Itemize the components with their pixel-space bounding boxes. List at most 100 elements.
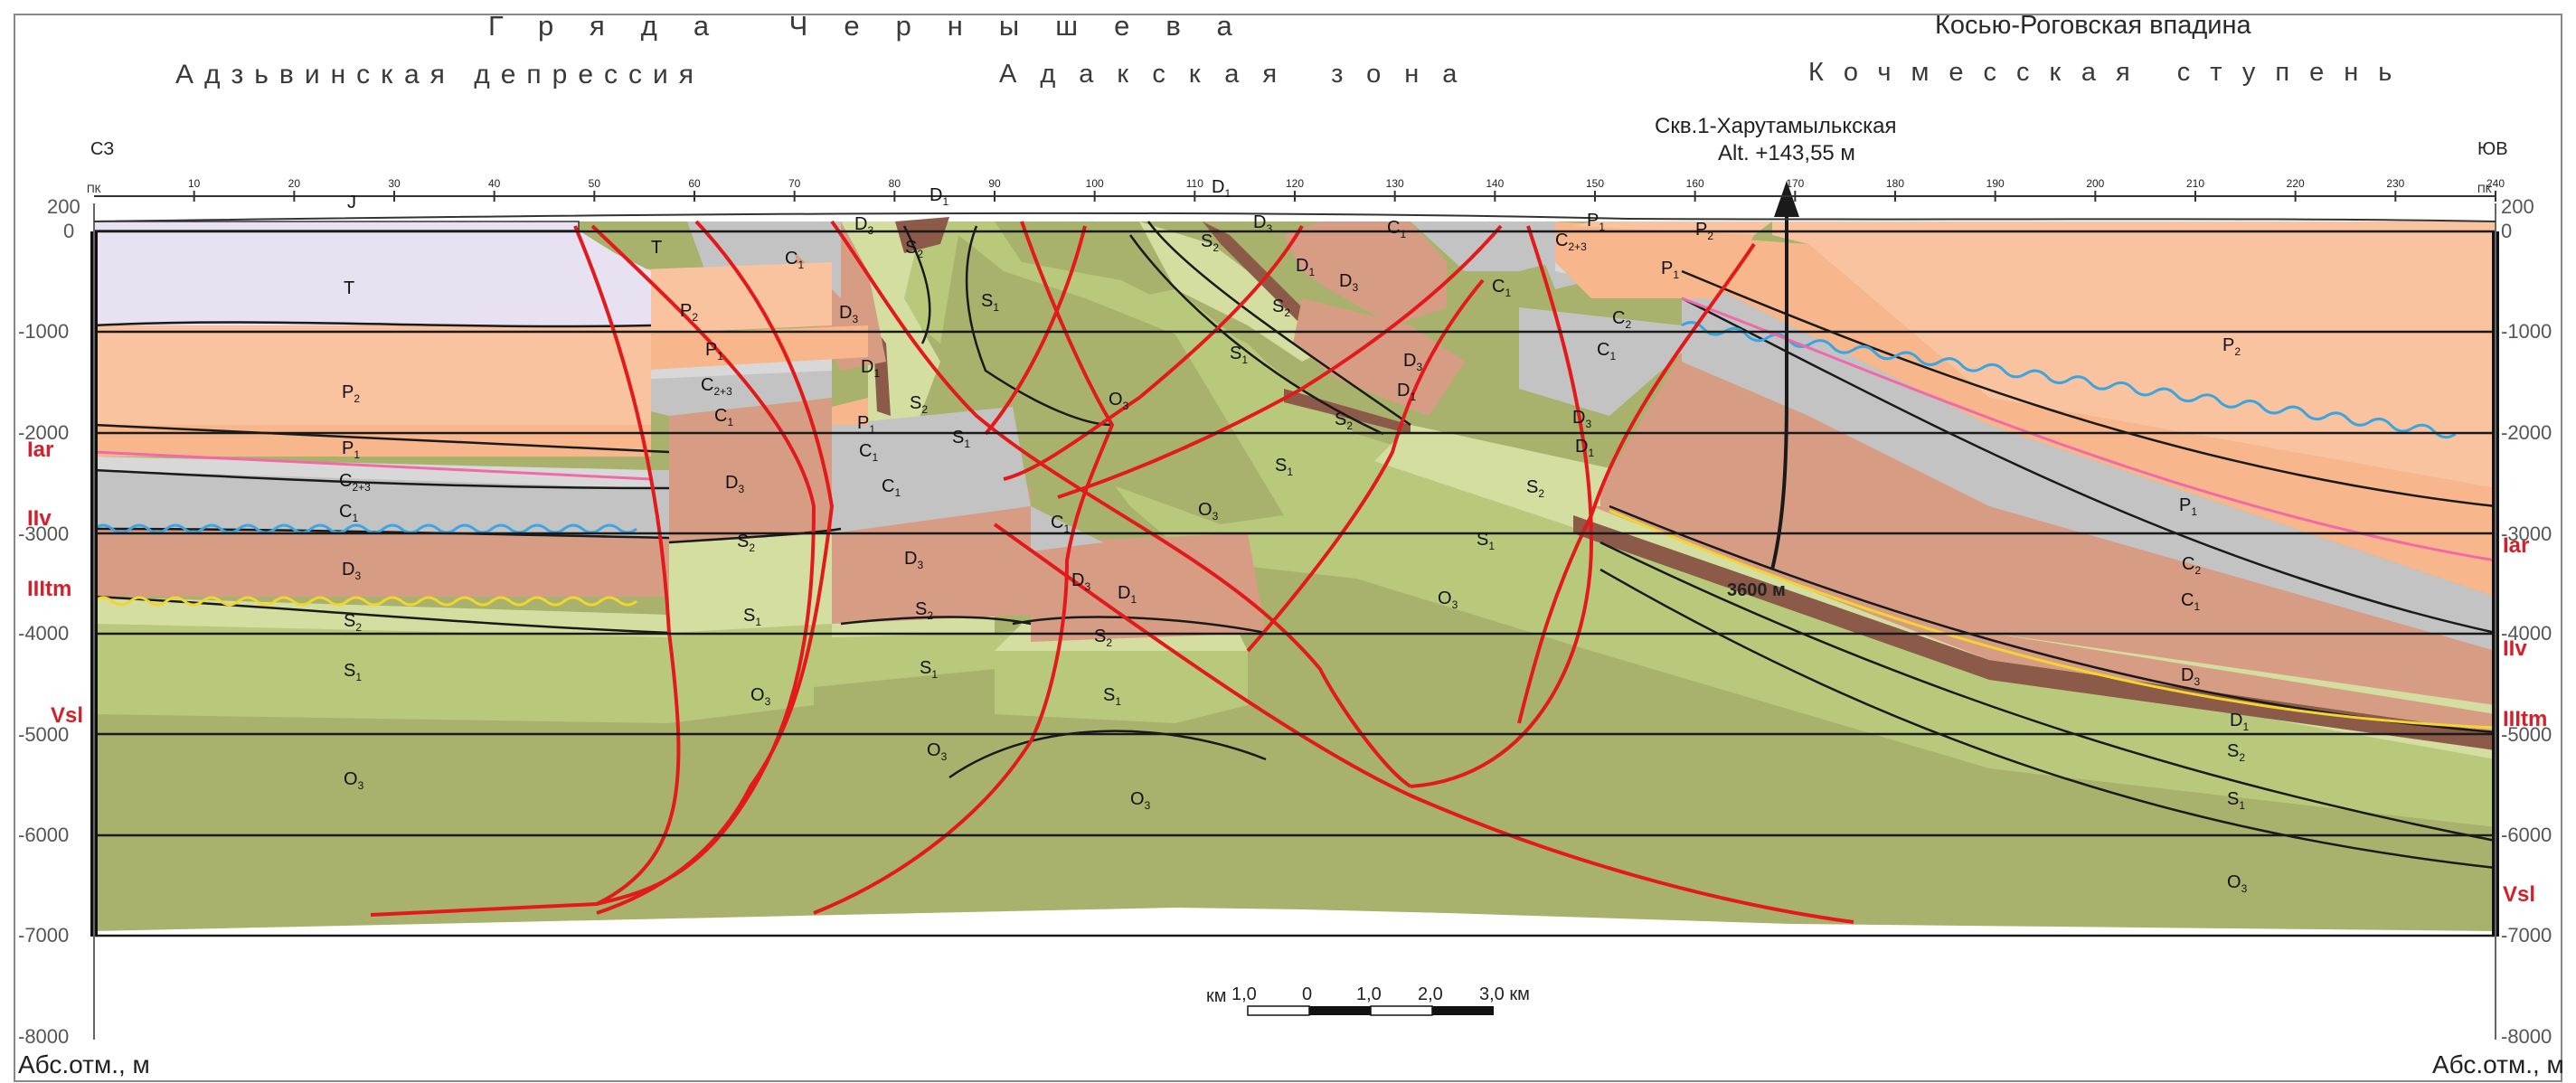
footer-unit-left: Абс.отм., м — [18, 1050, 150, 1078]
pk-tick-label: 180 — [1886, 177, 1904, 190]
depth-right-4000: -4000 — [2501, 622, 2552, 645]
depth-left-2000: -2000 — [18, 421, 70, 444]
unit-label-subscript: 1 — [1115, 695, 1121, 708]
unit-label-subscript: 1 — [1488, 540, 1495, 552]
horizon-left-iar: Iar — [27, 438, 54, 462]
unit-label-subscript: 1 — [2191, 505, 2197, 518]
unit-label-subscript: 1 — [873, 367, 880, 380]
unit-label-subscript: 1 — [931, 668, 938, 681]
unit-label-subscript: 2 — [354, 392, 360, 405]
pk-tick-label: 190 — [1986, 177, 2005, 190]
unit-label-subscript: 1 — [894, 486, 901, 499]
scale-label-0: 1,0 — [1231, 984, 1257, 1004]
scale-label-2: 1,0 — [1356, 984, 1382, 1004]
unit-label-subscript: 1 — [1588, 447, 1594, 459]
pk-tick-label: 230 — [2386, 177, 2404, 190]
layer-T — [94, 231, 651, 325]
unit-label-subscript: 1 — [964, 438, 970, 450]
depth-right-1000: -1000 — [2501, 320, 2552, 343]
depth-left-0: 0 — [63, 220, 75, 242]
unit-label-subscript: 1 — [1287, 466, 1293, 478]
outer-frame — [14, 14, 2562, 1082]
unit-label-subscript: 3 — [852, 313, 858, 325]
unit-label-subscript: 2 — [921, 403, 928, 416]
direction-left: СЗ — [90, 139, 115, 159]
pk-axis-ticks: 10 20 30 40 50 60 70 80 90 100 110 120 130 140 150 160 1… — [188, 177, 2505, 202]
pk-tick-label: 110 — [1186, 177, 1203, 190]
unit-label-p1: P1 — [1587, 211, 1605, 233]
unit-label-subscript: 3 — [1266, 222, 1272, 235]
depth-right-3000: -3000 — [2501, 523, 2552, 545]
horizon-right-vsl: Vsl — [2503, 882, 2536, 907]
pk-tick-label: 240 — [2486, 177, 2505, 190]
unit-label-subscript: 2 — [1106, 636, 1112, 649]
unit-label-subscript: 1 — [1308, 266, 1315, 278]
unit-label-subscript: 3 — [1452, 598, 1458, 611]
unit-label-subscript: 3 — [765, 695, 771, 708]
unit-label-subscript: 1 — [1673, 268, 1679, 281]
depth-right-2000: -2000 — [2501, 421, 2552, 444]
unit-label-t: T — [651, 238, 662, 258]
pk-tick-label: 100 — [1086, 177, 1104, 190]
scale-label-3: 2,0 — [1418, 984, 1443, 1004]
pk-tick-label: 220 — [2287, 177, 2305, 190]
kochmes-title: Кочмесская ступень — [1808, 58, 2412, 87]
pk-tick-label: 60 — [688, 177, 701, 190]
unit-label-subscript: 3 — [354, 570, 361, 582]
scale-unit: км — [1206, 986, 1227, 1006]
unit-label-subscript: 3 — [1123, 400, 1129, 412]
direction-right: ЮВ — [2477, 139, 2508, 159]
depth-left-6000: -6000 — [18, 824, 70, 846]
unit-label-subscript: 1 — [352, 512, 358, 524]
horizon-left-vsl: Vsl — [51, 703, 84, 728]
pk-tick-label: 210 — [2186, 177, 2204, 190]
depth-axis-bars — [90, 203, 2499, 1040]
footer-unit-right: Абс.отм., м — [2432, 1050, 2564, 1078]
unit-label-subscript: 1 — [755, 616, 761, 628]
horizon-right-iiitm: IIItm — [2503, 707, 2548, 731]
layer-C — [94, 221, 2496, 651]
well-trajectory — [1770, 181, 1799, 570]
pk-tick-label: 90 — [988, 177, 1001, 190]
unit-label-subscript: 3 — [917, 559, 923, 571]
pk-label-right: ПК — [2477, 183, 2492, 195]
depth-left-8000: -8000 — [18, 1025, 70, 1048]
unit-label-subscript: 2+3 — [352, 481, 371, 494]
depth-grid — [94, 230, 2496, 937]
layer-P1 — [94, 221, 2496, 597]
unit-label-subscript: 2 — [1707, 230, 1713, 242]
unit-label-subscript: 1 — [1130, 593, 1137, 606]
layer-D3 — [94, 221, 2496, 732]
pk-tick-label: 200 — [2086, 177, 2104, 190]
unit-label-d3: D3 — [854, 214, 873, 237]
ridge-title: Гряда Чернышева — [488, 10, 1269, 42]
depth-left-3000: -3000 — [18, 523, 70, 545]
unit-label-subscript: 2 — [917, 248, 923, 260]
unit-label-subscript: 3 — [1084, 580, 1090, 593]
pk-tick-label: 70 — [788, 177, 801, 190]
unit-label-subscript: 2 — [1213, 241, 1219, 254]
unit-label-subscript: 2 — [2194, 564, 2201, 577]
unit-label-subscript: 1 — [2194, 600, 2200, 613]
unit-label-subscript: 2 — [1625, 318, 1631, 331]
layer-J — [93, 221, 580, 231]
layer-C23 — [94, 244, 1682, 488]
depth-right-200: 200 — [2501, 195, 2534, 218]
pk-tick-label: 140 — [1486, 177, 1504, 190]
depth-left-5000: -5000 — [18, 723, 70, 746]
depth-right-0: 0 — [2501, 220, 2513, 242]
scale-label-4: 3,0 км — [1479, 984, 1530, 1004]
pk-label-left: ПК — [87, 183, 101, 195]
unit-label-subscript: 3 — [1585, 418, 1591, 430]
unit-label-subscript: 1 — [1063, 523, 1070, 535]
depression-title: Косью-Роговская впадина — [1935, 11, 2251, 40]
depth-left-7000: -7000 — [18, 924, 70, 946]
unit-label-subscript: 3 — [1416, 361, 1422, 373]
unit-label-subscript: 2 — [1538, 487, 1544, 500]
unit-label-subscript: 3 — [941, 750, 948, 763]
unit-label-t: T — [344, 278, 354, 298]
unit-label-subscript: 3 — [2241, 882, 2248, 895]
pk-tick-label: 80 — [889, 177, 901, 190]
depth-left-1000: -1000 — [18, 320, 70, 343]
